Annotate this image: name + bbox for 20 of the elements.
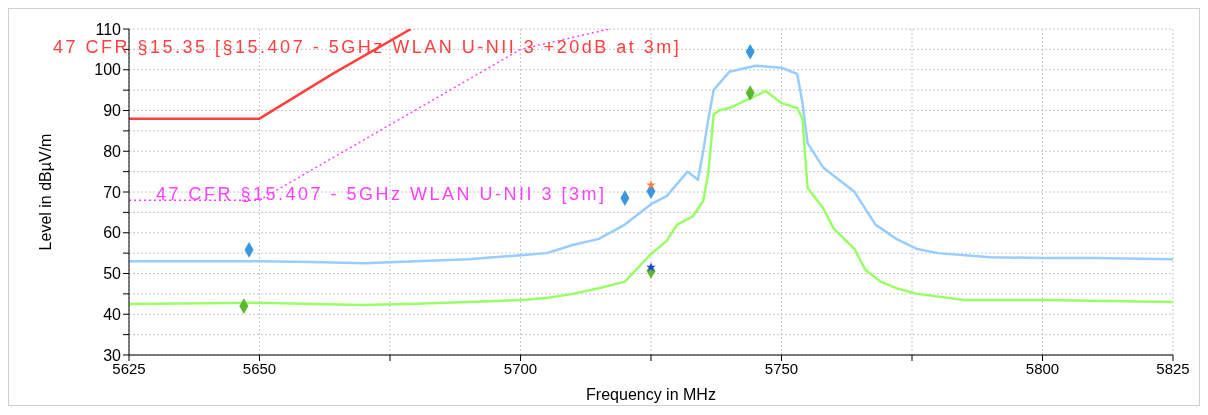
- x-tick-label: 5800: [1025, 359, 1060, 377]
- line-series: [129, 64, 1173, 265]
- x-tick-label: 5825: [1156, 359, 1190, 377]
- y-tick-label: 100: [94, 61, 122, 79]
- y-tick-label: 90: [103, 102, 122, 120]
- y-tick-label: 80: [103, 142, 122, 160]
- y-axis-title: Level in dBµV/m: [36, 133, 54, 251]
- series-label: 47 CFR §15.407 - 5GHz WLAN U-NII 3 [3m]: [156, 184, 607, 205]
- y-tick-label: 60: [103, 224, 122, 242]
- point: [646, 262, 656, 272]
- x-axis-title: Frequency in MHz: [586, 386, 716, 403]
- x-tick-label: 5700: [503, 359, 538, 377]
- series-label: 47 CFR §15.35 [§15.407 - 5GHz WLAN U-NII 3 +20dB at 3m]: [53, 37, 682, 58]
- x-tick-label: 5650: [242, 359, 277, 377]
- y-tick-label: 110: [95, 20, 122, 38]
- y-tick-label: 50: [103, 265, 122, 283]
- x-tick-label: 5750: [764, 359, 799, 377]
- y-tick-label: 70: [103, 183, 122, 201]
- y-tick-label: 40: [103, 305, 122, 323]
- y-tick-label: 30: [103, 346, 122, 364]
